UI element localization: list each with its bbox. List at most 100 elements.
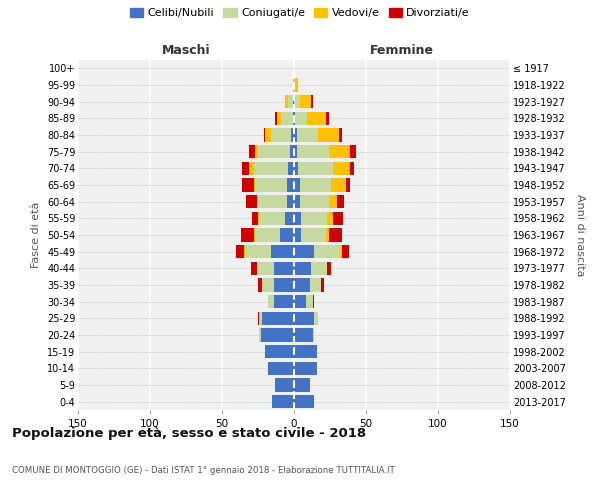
Bar (305, 295, 313, 308)
Bar (274, 295, 294, 308)
Bar (300, 178, 331, 192)
Bar (329, 195, 337, 208)
Bar (259, 312, 262, 325)
Bar (337, 195, 344, 208)
Bar (261, 328, 294, 342)
Bar (300, 195, 329, 208)
Bar (294, 312, 314, 325)
Bar (294, 195, 300, 208)
Bar (301, 228, 326, 241)
Text: Femmine: Femmine (370, 44, 434, 57)
Y-axis label: Anni di nascita: Anni di nascita (575, 194, 585, 276)
Bar (294, 128, 297, 141)
Bar (314, 245, 340, 258)
Bar (242, 178, 254, 192)
Y-axis label: Fasce di età: Fasce di età (31, 202, 41, 268)
Bar (294, 328, 313, 342)
Bar (286, 95, 288, 108)
Bar (294, 95, 300, 108)
Bar (350, 162, 355, 175)
Bar (294, 378, 310, 392)
Bar (264, 128, 265, 141)
Bar (300, 95, 311, 108)
Bar (257, 262, 274, 275)
Bar (294, 162, 298, 175)
Bar (258, 312, 259, 325)
Bar (297, 145, 329, 158)
Bar (254, 162, 288, 175)
Bar (286, 212, 294, 225)
Bar (287, 178, 294, 192)
Bar (295, 112, 307, 125)
Bar (250, 145, 255, 158)
Bar (268, 362, 294, 375)
Bar (294, 262, 311, 275)
Text: Maschi: Maschi (161, 44, 211, 57)
Bar (245, 245, 271, 258)
Bar (258, 212, 259, 225)
Bar (326, 228, 329, 241)
Bar (294, 295, 305, 308)
Bar (311, 262, 327, 275)
Bar (290, 145, 294, 158)
Bar (291, 128, 294, 141)
Bar (281, 112, 293, 125)
Bar (274, 278, 294, 291)
Bar (271, 245, 294, 258)
Bar (326, 112, 329, 125)
Bar (327, 262, 331, 275)
Bar (262, 278, 274, 291)
Bar (313, 328, 314, 342)
Bar (338, 128, 341, 141)
Bar (294, 212, 301, 225)
Bar (298, 162, 333, 175)
Bar (258, 195, 287, 208)
Bar (287, 195, 294, 208)
Bar (255, 228, 280, 241)
Bar (247, 195, 257, 208)
Bar (293, 95, 294, 108)
Bar (244, 245, 245, 258)
Bar (333, 212, 343, 225)
Bar (258, 145, 290, 158)
Bar (341, 245, 349, 258)
Bar (350, 145, 356, 158)
Bar (274, 262, 294, 275)
Bar (294, 178, 300, 192)
Bar (255, 178, 287, 192)
Bar (252, 212, 258, 225)
Bar (275, 378, 294, 392)
Bar (294, 345, 317, 358)
Bar (319, 128, 338, 141)
Bar (280, 228, 294, 241)
Bar (257, 195, 258, 208)
Bar (294, 362, 317, 375)
Bar (258, 278, 262, 291)
Bar (265, 345, 294, 358)
Bar (329, 145, 350, 158)
Bar (314, 312, 319, 325)
Legend: Celibi/Nubili, Coniugati/e, Vedovi/e, Divorziati/e: Celibi/Nubili, Coniugati/e, Vedovi/e, Di… (128, 6, 472, 20)
Bar (288, 95, 293, 108)
Bar (250, 162, 254, 175)
Bar (331, 178, 346, 192)
Bar (254, 228, 255, 241)
Bar (311, 95, 313, 108)
Bar (294, 112, 295, 125)
Text: COMUNE DI MONTOGGIO (GE) - Dati ISTAT 1° gennaio 2018 - Elaborazione TUTTITALIA.: COMUNE DI MONTOGGIO (GE) - Dati ISTAT 1°… (12, 466, 395, 475)
Bar (241, 228, 254, 241)
Bar (262, 312, 294, 325)
Bar (271, 128, 291, 141)
Bar (295, 78, 298, 92)
Bar (333, 162, 350, 175)
Bar (322, 278, 324, 291)
Bar (294, 145, 297, 158)
Bar (242, 162, 250, 175)
Bar (293, 112, 294, 125)
Bar (259, 328, 261, 342)
Bar (265, 128, 271, 141)
Bar (275, 112, 277, 125)
Bar (297, 128, 319, 141)
Bar (313, 295, 314, 308)
Bar (255, 145, 258, 158)
